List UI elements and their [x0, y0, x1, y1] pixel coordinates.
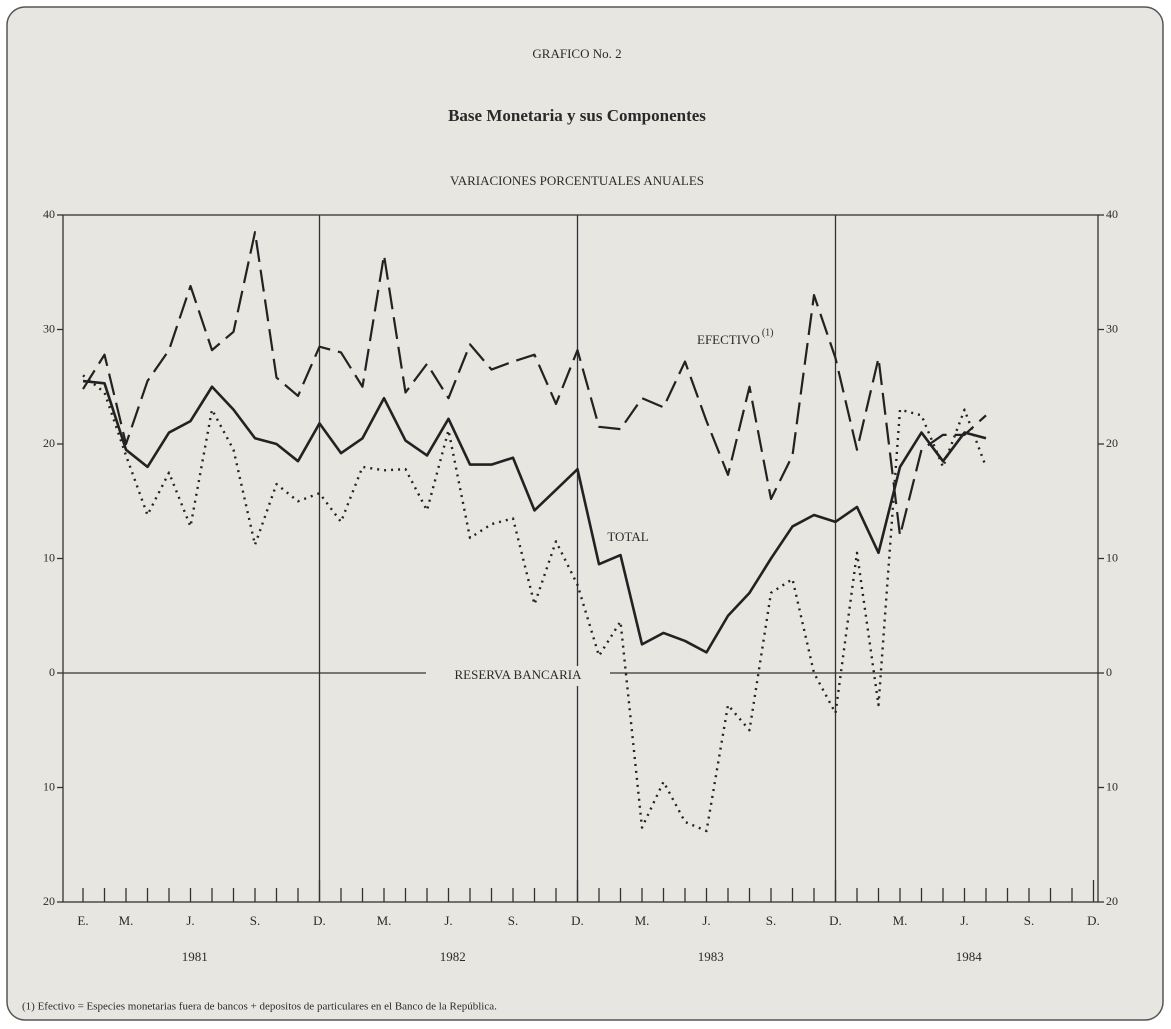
year-label: 1981: [182, 949, 208, 964]
x-tick-label: M.: [377, 913, 392, 928]
chart-subtitle: VARIACIONES PORCENTUALES ANUALES: [450, 173, 704, 188]
y-tick-label: 10: [43, 779, 55, 793]
series-line: [82, 374, 988, 833]
series-line: [82, 231, 987, 537]
year-label: 1983: [698, 949, 724, 964]
series-label: RESERVA BANCARIA: [455, 667, 583, 682]
chart-header: GRAFICO No. 2: [532, 46, 621, 61]
x-tick-label: S.: [766, 913, 776, 928]
label-background: [426, 666, 610, 686]
y-tick-label: 40: [43, 207, 55, 221]
y2-tick-label: 10: [1106, 779, 1118, 793]
series-line: [82, 379, 987, 654]
x-tick-label: D.: [313, 913, 326, 928]
x-tick-label: E.: [77, 913, 88, 928]
x-tick-label: S.: [250, 913, 260, 928]
x-tick-label: S.: [508, 913, 518, 928]
year-label: 1984: [956, 949, 983, 964]
y-tick-label: 30: [43, 321, 55, 335]
y-tick-label: 20: [43, 894, 55, 908]
x-tick-label: M.: [635, 913, 650, 928]
frame: [6, 6, 1164, 1021]
series-label: EFECTIVO: [697, 332, 760, 347]
chart-title: Base Monetaria y sus Componentes: [448, 106, 706, 125]
y2-tick-label: 30: [1106, 321, 1118, 335]
y2-tick-label: 0: [1106, 665, 1112, 679]
x-tick-label: D.: [571, 913, 584, 928]
series-label: TOTAL: [607, 529, 648, 544]
y2-tick-label: 40: [1106, 207, 1118, 221]
x-tick-label: J.: [960, 913, 968, 928]
x-tick-label: S.: [1024, 913, 1034, 928]
y-tick-label: 10: [43, 550, 55, 564]
y2-tick-label: 20: [1106, 436, 1118, 450]
footnote: (1) Efectivo = Especies monetarias fuera…: [22, 1001, 497, 1013]
x-tick-label: J.: [186, 913, 194, 928]
x-tick-label: M.: [893, 913, 908, 928]
series-label-note: (1): [762, 327, 774, 338]
y-tick-label: 20: [43, 436, 55, 450]
x-tick-label: J.: [444, 913, 452, 928]
x-tick-label: D.: [1087, 913, 1100, 928]
x-tick-label: M.: [119, 913, 134, 928]
x-tick-label: J.: [702, 913, 710, 928]
y-tick-label: 0: [49, 665, 55, 679]
y2-tick-label: 20: [1106, 894, 1118, 908]
year-label: 1982: [440, 949, 466, 964]
y2-tick-label: 10: [1106, 550, 1118, 564]
x-tick-label: D.: [829, 913, 842, 928]
